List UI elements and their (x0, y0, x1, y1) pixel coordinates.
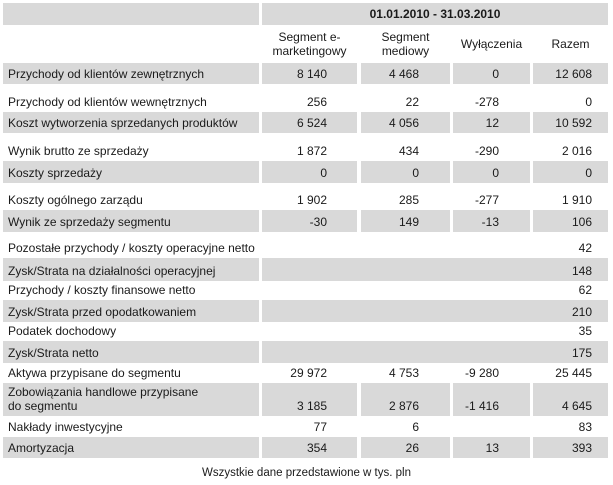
col-header-emarketing: Segment e-marketingowy (272, 30, 347, 58)
table-row: Zysk/Strata netto 175 (0, 341, 613, 363)
row-total: 62 (578, 283, 592, 297)
row-value: 1 902 (296, 193, 327, 207)
row-label: Koszty sprzedaży (3, 161, 259, 183)
row-total: 210 (262, 300, 608, 322)
row-total: 35 (578, 324, 592, 338)
row-value: 0 (533, 161, 608, 183)
row-value: 106 (533, 210, 608, 232)
row-label: Zobowiązania handlowe przypisane do segm… (3, 383, 259, 416)
header-blank (3, 3, 259, 25)
footnote: Wszystkie dane przedstawione w tys. pln (201, 467, 411, 479)
row-value: 12 (453, 112, 530, 133)
row-value: -278 (474, 95, 499, 109)
row-value: 0 (361, 161, 450, 183)
table-row: Koszty ogólnego zarządu 1 902 285 -277 1 910 (0, 183, 613, 210)
row-value: -30 (262, 210, 357, 232)
row-label: Zysk/Strata przed opodatkowaniem (3, 300, 259, 322)
row-value: -13 (453, 210, 530, 232)
row-label: Aktywa przypisane do segmentu (8, 366, 181, 380)
table-row: Zysk/Strata przed opodatkowaniem 210 (0, 300, 613, 322)
row-value: 0 (453, 161, 530, 183)
table-row: Wynik ze sprzedaży segmentu -30 149 -13 106 (0, 210, 613, 232)
header-columns-row: Segment e-marketingowy Segment mediowy W… (0, 25, 613, 63)
row-total: 148 (262, 258, 608, 281)
table-row: Pozostałe przychody / koszty operacyjne … (0, 232, 613, 258)
row-value: 6 524 (262, 112, 357, 133)
header-period-row: 01.01.2010 - 31.03.2010 (0, 3, 613, 25)
table-row: Zobowiązania handlowe przypisane do segm… (0, 383, 613, 416)
col-header-total: Razem (551, 37, 590, 51)
row-label: Podatek dochodowy (8, 324, 117, 338)
table-row: Amortyzacja 354 26 13 393 (0, 437, 613, 458)
table-row: Wynik brutto ze sprzedaży 1 872 434 -290 2 0… (0, 133, 613, 161)
table-row: Koszt wytworzenia sprzedanych produktów 6… (0, 112, 613, 133)
row-value: 1 872 (296, 144, 327, 158)
row-total: 175 (262, 341, 608, 363)
row-value: -1 416 (453, 383, 530, 416)
row-label: Koszt wytworzenia sprzedanych produktów (3, 112, 259, 133)
row-value: 256 (306, 95, 327, 109)
row-total: 42 (578, 241, 592, 255)
table-row: Przychody od klientów zewnętrznych 8 140 4… (0, 63, 613, 84)
row-value (453, 416, 530, 437)
row-label: Amortyzacja (3, 437, 259, 458)
table-row: Przychody od klientów wewnętrznych 256 22 -… (0, 84, 613, 112)
row-value: 3 185 (262, 383, 357, 416)
row-value: 2 876 (361, 383, 450, 416)
row-value: 8 140 (262, 63, 357, 84)
row-value: 77 (313, 420, 327, 434)
table-row: Koszty sprzedaży 0 0 0 0 (0, 161, 613, 183)
row-label: Zysk/Strata na działalności operacyjnej (3, 258, 259, 281)
row-value: 4 753 (388, 366, 419, 380)
row-label: Przychody / koszty finansowe netto (8, 283, 196, 297)
row-value: 0 (585, 95, 592, 109)
row-label: Pozostałe przychody / koszty operacyjne … (8, 241, 255, 255)
row-value: 22 (405, 95, 419, 109)
row-value: 4 056 (361, 112, 450, 133)
table-row: Nakłady inwestycyjne 77 6 83 (0, 416, 613, 437)
row-value: -9 280 (464, 366, 499, 380)
table-row: Podatek dochodowy 35 (0, 322, 613, 341)
row-value: 285 (398, 193, 419, 207)
row-value: 149 (361, 210, 450, 232)
row-value: 26 (361, 437, 450, 458)
row-value: 0 (262, 161, 357, 183)
row-label: Zysk/Strata netto (3, 341, 259, 363)
row-value: 4 645 (533, 383, 608, 416)
row-value: 434 (398, 144, 419, 158)
row-value: 354 (262, 437, 357, 458)
table-row: Zysk/Strata na działalności operacyjnej 1… (0, 258, 613, 281)
row-value: -277 (474, 193, 499, 207)
table-row: Aktywa przypisane do segmentu 29 972 4 753… (0, 363, 613, 383)
row-value: 6 (412, 420, 419, 434)
col-header-eliminations: Wyłączenia (460, 37, 523, 51)
row-value: 25 445 (555, 366, 592, 380)
row-value: 12 608 (533, 63, 608, 84)
row-label: Nakłady inwestycyjne (8, 420, 123, 434)
col-header-media: Segment mediowy (381, 30, 430, 58)
table-row: Przychody / koszty finansowe netto 62 (0, 281, 613, 300)
row-label: Wynik brutto ze sprzedaży (8, 144, 149, 158)
row-label: Przychody od klientów zewnętrznych (3, 63, 259, 84)
row-value: 29 972 (290, 366, 327, 380)
row-value: 10 592 (533, 112, 608, 133)
row-value: 393 (533, 437, 608, 458)
row-value: -290 (474, 144, 499, 158)
row-value: 13 (453, 437, 530, 458)
row-label: Koszty ogólnego zarządu (8, 193, 143, 207)
row-value: 4 468 (361, 63, 450, 84)
row-value: 2 016 (561, 144, 592, 158)
row-label: Przychody od klientów wewnętrznych (8, 95, 207, 109)
row-label: Wynik ze sprzedaży segmentu (3, 210, 259, 232)
row-value: 0 (453, 63, 530, 84)
row-value: 1 910 (561, 193, 592, 207)
period-header: 01.01.2010 - 31.03.2010 (262, 3, 608, 25)
row-value: 83 (578, 420, 592, 434)
